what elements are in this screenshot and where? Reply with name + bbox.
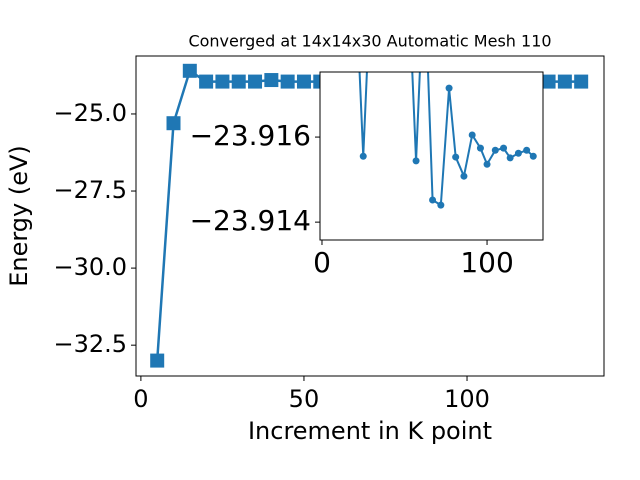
marker [280,74,295,89]
marker [437,201,445,209]
marker [557,74,572,89]
marker [500,144,508,152]
chart-title: Converged at 14x14x30 Automatic Mesh 110 [188,32,551,51]
marker [523,146,531,154]
y-tick-label: −32.5 [53,330,127,358]
x-axis-label: Increment in K point [248,417,492,445]
marker [506,154,514,162]
x-tick-label: 0 [313,246,331,279]
marker [248,74,263,89]
marker [166,116,181,131]
marker [182,63,197,78]
marker [412,157,420,165]
marker [541,74,556,89]
marker [359,152,367,160]
x-tick-label: 50 [289,385,320,413]
x-tick-label: 0 [133,385,148,413]
plot-layer [358,72,537,209]
marker [150,353,165,368]
x-tick-label: 100 [444,385,490,413]
y-tick-label: −23.914 [190,204,311,237]
y-tick-label: −30.0 [53,253,127,281]
marker [452,153,460,161]
marker [476,144,484,152]
axes-frame [319,71,544,241]
marker [514,149,522,157]
marker [231,74,246,89]
axes-frame [135,55,605,377]
marker [529,152,537,160]
marker [574,74,589,89]
marker [460,172,468,180]
y-tick-label: −25.0 [53,99,127,127]
marker [199,74,214,89]
marker [215,74,230,89]
y-tick-label: −27.5 [53,176,127,204]
marker [445,84,453,92]
x-tick-label: 100 [460,246,513,279]
marker [483,160,491,168]
marker [491,146,499,154]
y-tick-label: −23.916 [190,119,311,152]
marker [468,131,476,139]
y-axis-label: Energy (eV) [5,145,33,287]
marker [429,196,437,204]
marker [264,73,279,88]
marker [296,74,311,89]
